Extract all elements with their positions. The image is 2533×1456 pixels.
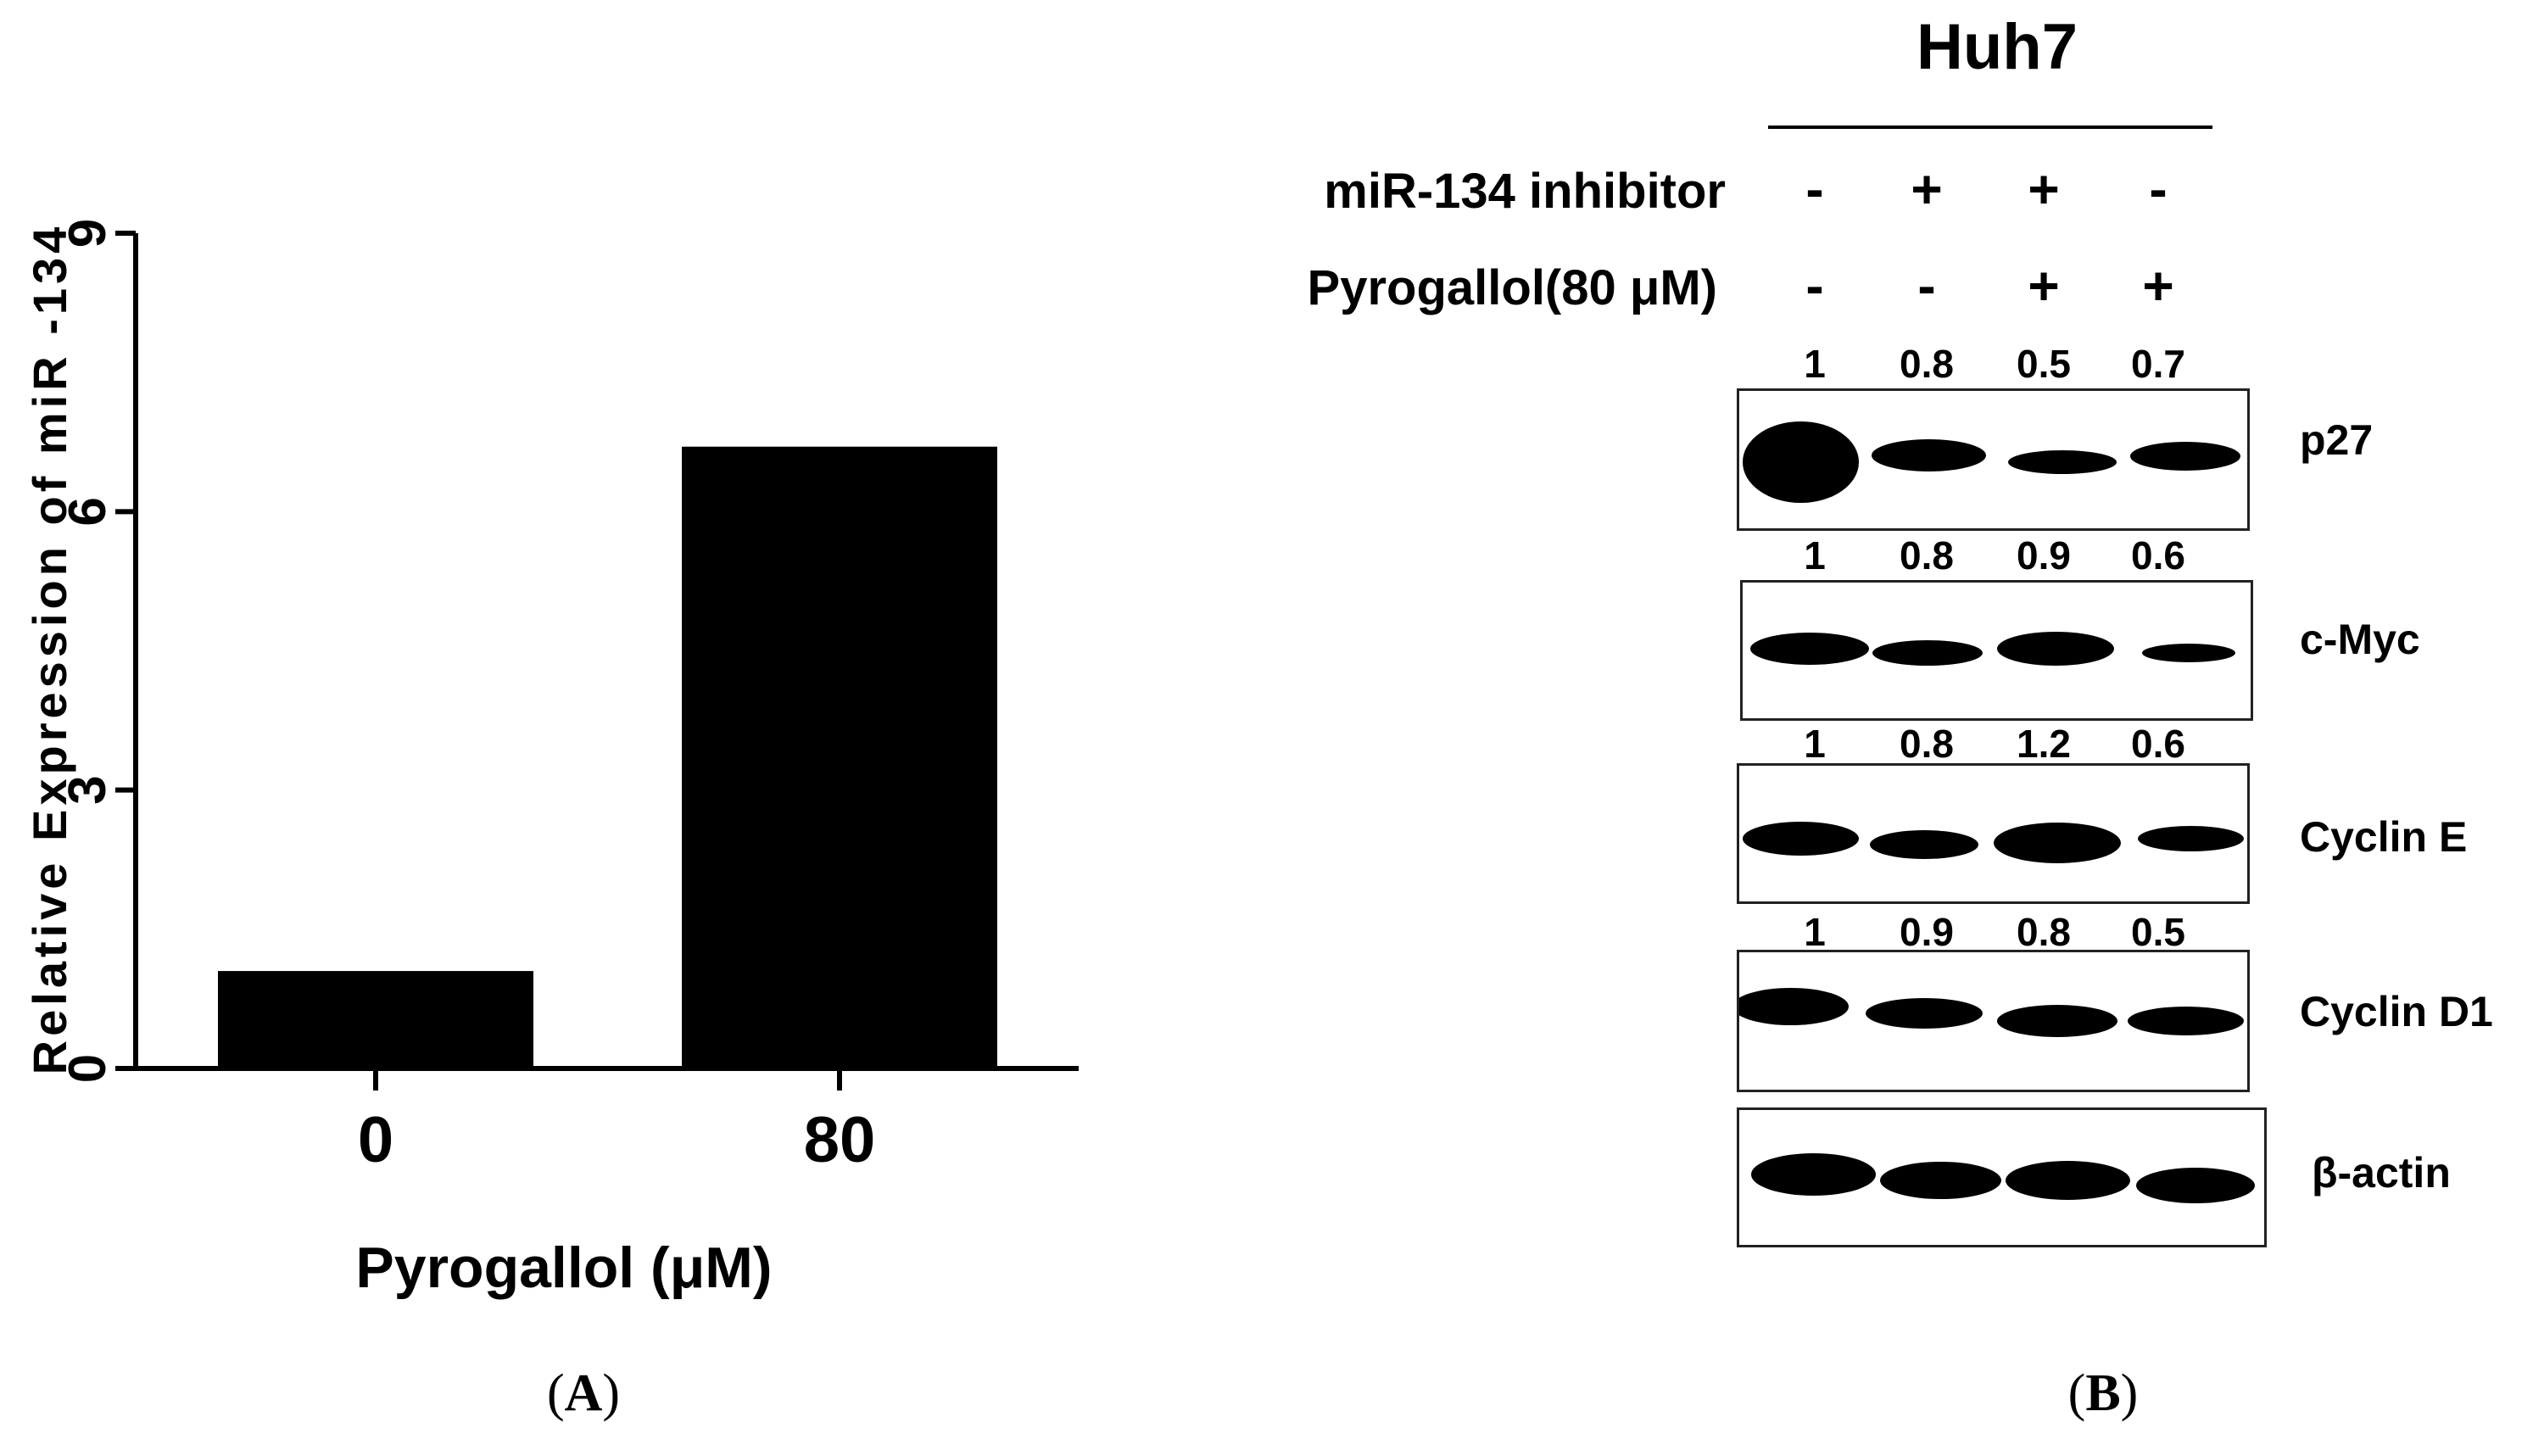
quant-cyclin-d1-lane-4: 0.5 [2131,910,2185,954]
band-cyclin-e-lane-4 [2137,826,2244,852]
band-cyclin-d1-lane-3 [1996,1004,2118,1037]
quant-p27-lane-4: 0.7 [2131,342,2185,386]
protein-label-cyclin-e: Cyclin E [2300,813,2468,861]
x-axis-title: Pyrogallol (μM) [355,1236,772,1300]
band-cyclin-d1-lane-4 [2127,1006,2245,1035]
cell-line-title: Huh7 [1916,11,2078,83]
band-p27-lane-4 [2130,442,2241,471]
cell-line-underline [1768,126,2212,129]
band-cyclin-e-lane-3 [1994,823,2122,864]
quant-c-myc-lane-2: 0.8 [1900,533,1954,577]
blot-cyclin-e [1737,763,2250,904]
protein-label-cyclin-d1: Cyclin D1 [2300,988,2493,1035]
y-tick-label-9: 9 [59,219,117,248]
quant-p27-lane-2: 0.8 [1900,342,1954,386]
sign-inhibitor-lane-4: - [2149,159,2168,220]
blot-p27 [1737,388,2250,531]
protein-label-beta-actin: β-actin [2312,1149,2451,1197]
x-tick-label-0: 0 [358,1104,393,1176]
band-p27-lane-3 [2008,450,2117,474]
band-cyclin-e-lane-1 [1742,822,1860,856]
bar-0 [218,971,533,1068]
quant-cyclin-e-lane-4: 0.6 [2131,722,2185,766]
quant-p27-lane-1: 1 [1804,342,1826,386]
sign-inhibitor-lane-3: + [2028,159,2060,220]
y-axis-title: Relative Expression of miR -134 [23,223,76,1075]
band-p27-lane-2 [1872,438,1987,471]
quant-cyclin-e-lane-2: 0.8 [1900,722,1954,766]
quant-cyclin-d1-lane-1: 1 [1804,910,1826,954]
band-cyclin-d1-lane-1 [1739,987,1850,1025]
band-c-myc-lane-2 [1872,640,1983,666]
quant-c-myc-lane-1: 1 [1804,533,1826,577]
panel-label-b: (B) [2067,1364,2139,1422]
protein-label-p27: p27 [2300,416,2374,464]
y-tick-label-6: 6 [59,497,117,526]
band-beta-actin-lane-1 [1750,1152,1877,1196]
x-tick-label-80: 80 [804,1104,876,1176]
sign-pyrogallol-lane-2: - [1917,255,1936,316]
band-c-myc-lane-3 [1997,632,2114,667]
sign-pyrogallol-lane-4: + [2142,255,2174,316]
quant-c-myc-lane-3: 0.9 [2017,533,2071,577]
quant-cyclin-e-lane-1: 1 [1804,722,1826,766]
blot-c-myc [1740,580,2253,721]
sign-inhibitor-lane-2: + [1911,159,1943,220]
bar-80 [682,446,997,1068]
band-cyclin-d1-lane-2 [1866,998,1983,1029]
quant-cyclin-d1-lane-2: 0.9 [1900,910,1954,954]
blot-beta-actin [1737,1107,2267,1247]
band-cyclin-e-lane-2 [1870,829,1978,859]
sign-pyrogallol-lane-3: + [2028,255,2060,316]
quant-c-myc-lane-4: 0.6 [2131,533,2185,577]
quant-cyclin-e-lane-3: 1.2 [2017,722,2071,766]
band-beta-actin-lane-3 [2005,1160,2131,1200]
y-tick-label-0: 0 [59,1054,117,1083]
protein-label-c-myc: c-Myc [2300,616,2420,663]
band-beta-actin-lane-2 [1880,1161,2001,1199]
panel-label-a: (A) [546,1364,621,1422]
sign-inhibitor-lane-1: - [1805,159,1824,220]
treatment-label-inhibitor: miR-134 inhibitor [1324,164,1726,219]
band-p27-lane-1 [1742,421,1860,503]
band-c-myc-lane-1 [1749,633,1869,666]
blot-cyclin-d1 [1737,950,2250,1092]
quant-cyclin-d1-lane-3: 0.8 [2017,910,2071,954]
y-tick-label-3: 3 [59,775,117,804]
sign-pyrogallol-lane-1: - [1805,255,1824,316]
band-c-myc-lane-4 [2142,644,2236,662]
quant-p27-lane-3: 0.5 [2017,342,2071,386]
treatment-label-pyrogallol: Pyrogallol(80 μM) [1307,260,1717,315]
band-beta-actin-lane-4 [2135,1168,2255,1204]
